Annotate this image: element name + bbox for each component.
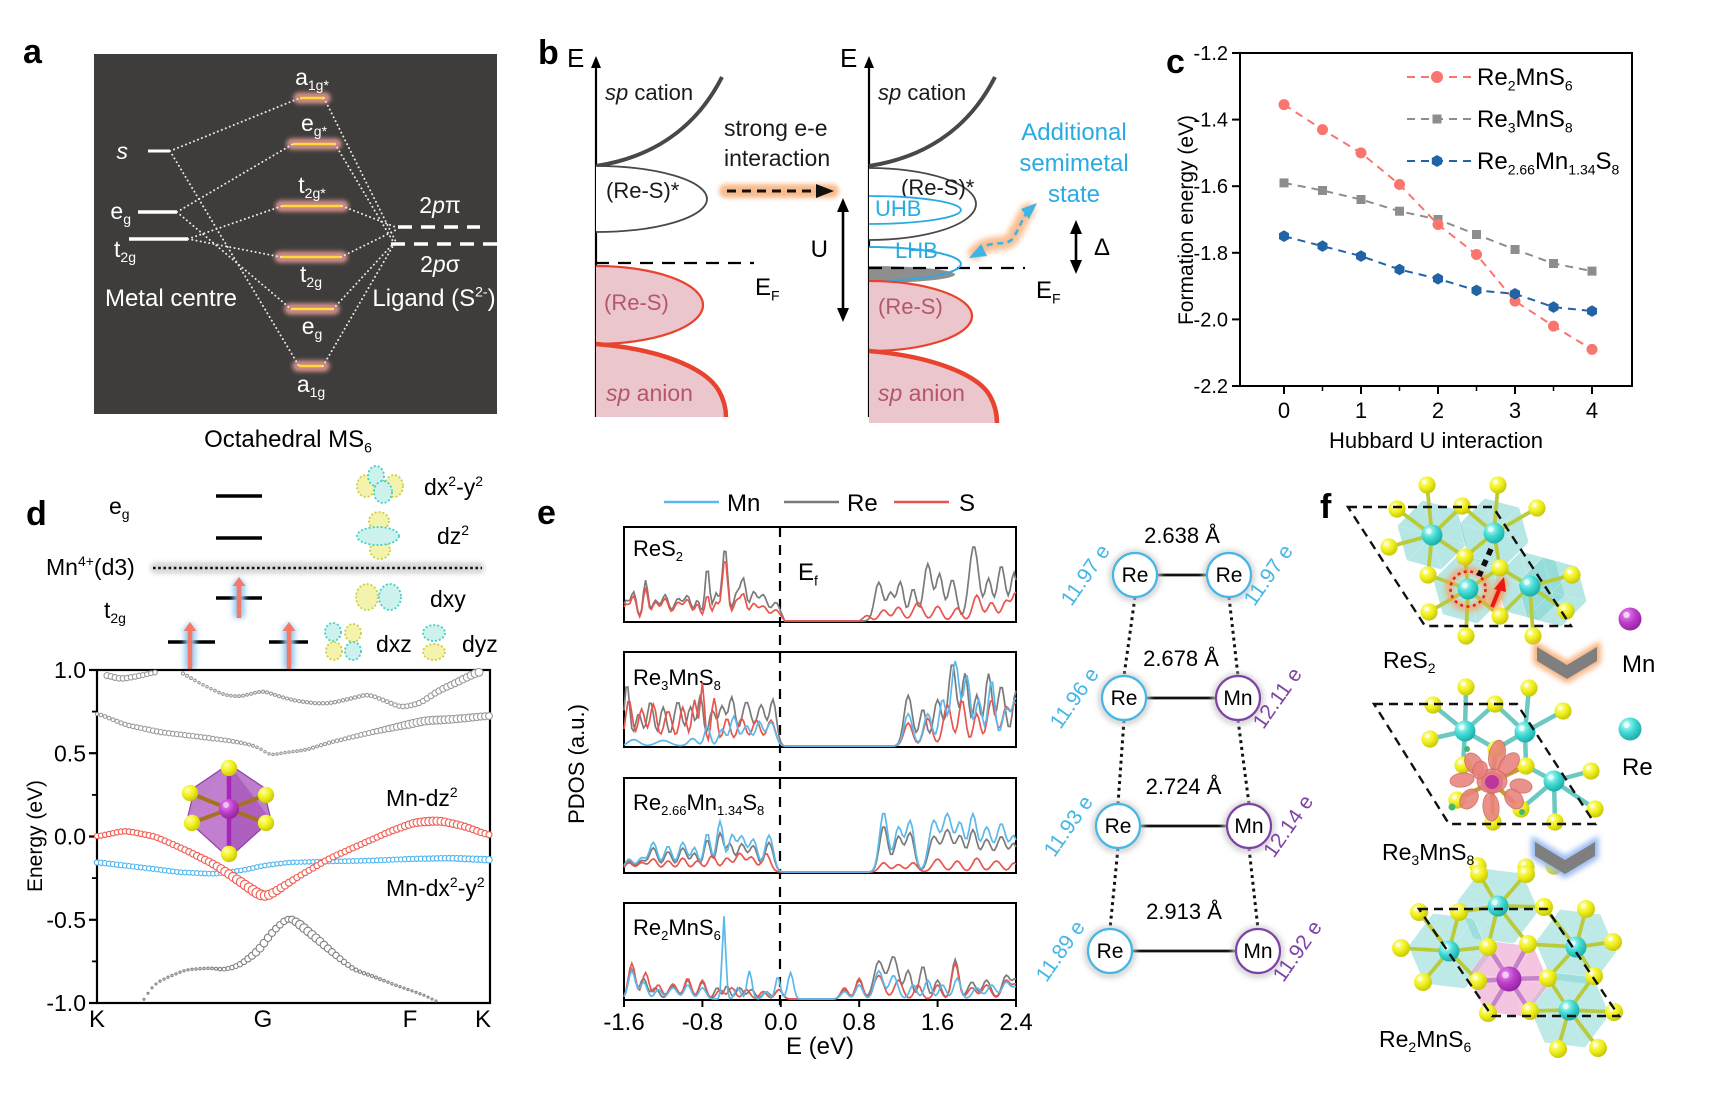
svg-text:-2.0: -2.0 [1194,309,1228,331]
svg-text:dxy: dxy [430,586,466,612]
svg-text:Octahedral MS6​: Octahedral MS6​ [204,426,372,455]
svg-text:0.5: 0.5 [54,740,86,766]
svg-text:Re2​MnS6​: Re2​MnS6​ [1379,1026,1472,1055]
svg-text:Re: Re [1622,754,1653,781]
svg-text:-0.8: -0.8 [682,1009,723,1036]
svg-text:-1.6: -1.6 [603,1009,644,1036]
svg-text:Energy (eV): Energy (eV) [24,780,47,892]
svg-text:-1.2: -1.2 [1194,43,1228,65]
svg-text:-0.5: -0.5 [46,907,86,933]
svg-text:U: U [811,236,828,263]
svg-text:-1.6: -1.6 [1194,176,1228,198]
svg-text:Mn-dz2​: Mn-dz2​ [386,784,458,811]
svg-text:E: E [840,43,857,73]
svg-text:F: F [403,1006,418,1033]
svg-text:sp anion: sp anion [878,380,965,406]
svg-text:Additional: Additional [1021,119,1126,146]
svg-text:Re2.66​Mn1.34​S8​: Re2.66​Mn1.34​S8​ [633,790,764,818]
svg-text:1.0: 1.0 [54,657,86,683]
svg-text:Re: Re [1097,940,1124,963]
svg-text:Formation energy (eV): Formation energy (eV) [1175,115,1198,325]
svg-text:Δ: Δ [1094,234,1110,261]
svg-text:Ligand (S2-​): Ligand (S2-​) [372,283,495,312]
svg-text:1: 1 [1355,398,1367,423]
svg-text:(Re-S)*: (Re-S)* [901,175,975,200]
svg-text:Re: Re [1111,687,1138,710]
svg-text:Re: Re [1216,564,1243,587]
svg-text:dyz: dyz [462,631,498,657]
svg-text:c: c [1166,43,1185,81]
svg-text:Re2.66​Mn1.34​S8​: Re2.66​Mn1.34​S8​ [1477,148,1620,177]
svg-text:sp anion: sp anion [606,380,693,406]
svg-text:2pπ: 2pπ [419,192,460,218]
svg-text:strong e-e: strong e-e [724,115,828,141]
svg-text:2.913 Å: 2.913 Å [1146,899,1222,924]
svg-text:-1.0: -1.0 [46,990,86,1016]
svg-text:Re3​MnS8​: Re3​MnS8​ [633,665,721,693]
svg-text:2: 2 [1432,398,1444,423]
svg-text:1.6: 1.6 [921,1009,954,1036]
svg-text:G: G [254,1006,273,1033]
svg-text:3: 3 [1509,398,1521,423]
svg-text:s: s [117,138,129,164]
svg-text:-2.2: -2.2 [1194,376,1228,398]
svg-text:e: e [537,494,556,532]
svg-text:Ef​: Ef​ [798,559,818,588]
svg-text:t2g​: t2g​ [300,261,322,290]
svg-text:2.4: 2.4 [999,1009,1032,1036]
svg-text:interaction: interaction [724,145,830,171]
svg-text:PDOS (a.u.): PDOS (a.u.) [564,704,589,824]
svg-text:E (eV): E (eV) [786,1033,854,1060]
svg-text:Mn: Mn [1223,687,1252,710]
svg-text:ReS2​: ReS2​ [633,536,683,564]
svg-text:2.678 Å: 2.678 Å [1143,646,1219,671]
svg-text:Re: Re [1105,815,1132,838]
svg-text:0.0: 0.0 [54,824,86,850]
svg-text:Mn: Mn [1622,651,1655,678]
svg-text:4: 4 [1586,398,1598,423]
svg-text:K: K [89,1006,105,1033]
svg-text:K: K [475,1006,491,1033]
svg-text:dxz: dxz [376,631,412,657]
svg-text:(Re-S): (Re-S) [878,294,943,319]
svg-text:2.724 Å: 2.724 Å [1146,774,1222,799]
svg-text:sp cation: sp cation [605,80,693,105]
svg-text:LHB: LHB [895,238,938,263]
svg-text:E: E [567,43,584,73]
svg-text:(Re-S): (Re-S) [604,290,669,315]
svg-text:Re3​MnS8​: Re3​MnS8​ [1477,106,1573,135]
svg-text:Mn: Mn [1234,815,1263,838]
svg-text:Re2​MnS6​: Re2​MnS6​ [633,915,721,943]
svg-text:Mn: Mn [727,490,760,517]
svg-text:state: state [1048,181,1100,208]
svg-text:Mn-dx2​-y2​: Mn-dx2​-y2​ [386,874,485,901]
svg-text:Metal centre: Metal centre [105,285,237,312]
svg-text:0.0: 0.0 [764,1009,797,1036]
svg-text:2.638 Å: 2.638 Å [1144,523,1220,548]
svg-text:ReS2​: ReS2​ [1383,647,1436,676]
svg-text:Re: Re [847,490,878,517]
svg-text:-1.4: -1.4 [1194,110,1228,132]
svg-text:Re2​MnS6​: Re2​MnS6​ [1477,64,1573,93]
svg-text:0: 0 [1278,398,1290,423]
svg-text:(Re-S)*: (Re-S)* [606,178,680,203]
svg-text:-1.8: -1.8 [1194,243,1228,265]
svg-text:UHB: UHB [875,196,921,221]
svg-text:0.8: 0.8 [843,1009,876,1036]
svg-text:Re3​MnS8​: Re3​MnS8​ [1382,839,1475,868]
svg-text:Hubbard U interaction: Hubbard U interaction [1329,428,1543,453]
svg-text:sp cation: sp cation [878,80,966,105]
svg-text:b: b [538,34,559,72]
svg-text:S: S [959,490,975,517]
svg-text:Re: Re [1122,564,1149,587]
svg-text:d: d [26,495,47,533]
svg-text:EF​: EF​ [755,274,780,303]
svg-text:f: f [1320,488,1332,526]
svg-text:Mn: Mn [1243,940,1272,963]
svg-text:2pσ: 2pσ [420,251,460,277]
svg-text:semimetal: semimetal [1019,150,1128,177]
svg-text:a: a [23,33,43,71]
